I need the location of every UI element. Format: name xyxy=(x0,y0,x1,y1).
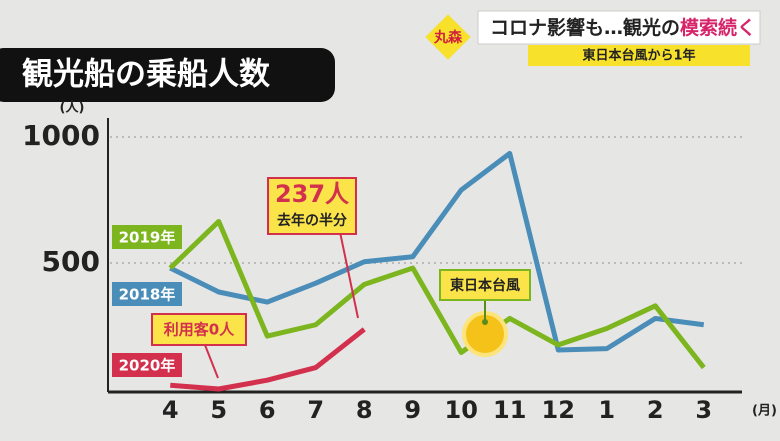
x-tick-label: 8 xyxy=(356,396,373,424)
line-series xyxy=(169,150,705,353)
annotation: 東日本台風 xyxy=(450,277,520,294)
pointer xyxy=(339,231,359,319)
x-tick-label: 10 xyxy=(445,396,478,424)
x-tick-label: 1 xyxy=(598,396,615,424)
title-box xyxy=(0,48,335,102)
chart-title: 観光船の乗船人数 xyxy=(22,57,270,93)
pointer xyxy=(204,344,219,379)
headline: コロナ影響も…観光の模索続く xyxy=(490,16,756,39)
legend-swatch xyxy=(112,225,182,249)
legend-swatch xyxy=(112,353,182,377)
annotation-box xyxy=(439,269,531,301)
x-tick-label: 11 xyxy=(493,396,526,424)
badge: 丸森 xyxy=(433,29,463,46)
subline: 東日本台風から1年 xyxy=(582,48,695,64)
x-tick-label: 3 xyxy=(695,396,712,424)
annotation: 去年の半分 xyxy=(277,212,347,229)
x-tick-label: 2 xyxy=(647,396,664,424)
headline-emphasis: 模索続く xyxy=(680,16,756,39)
y-tick-label: 1000 xyxy=(22,119,100,152)
x-tick-label: 12 xyxy=(542,396,575,424)
x-tick-label: 7 xyxy=(307,396,324,424)
line-series xyxy=(168,218,706,370)
legend-label: 2018年 xyxy=(119,286,176,304)
pointer-dot xyxy=(482,319,488,325)
x-tick-label: 4 xyxy=(162,396,179,424)
subline-box xyxy=(528,45,750,66)
annotation-box xyxy=(151,313,247,346)
x-tick-label: 6 xyxy=(259,396,276,424)
x-tick-label: 5 xyxy=(210,396,227,424)
y-tick-label: 500 xyxy=(42,245,100,278)
x-tick-label: 9 xyxy=(404,396,421,424)
headline-text: コロナ影響も…観光の xyxy=(490,16,680,39)
x-axis-label: (月) xyxy=(752,404,777,419)
annotation: 237人 xyxy=(275,180,349,208)
annotation-box xyxy=(267,177,357,235)
legend-label: 2019年 xyxy=(119,229,176,247)
legend-swatch xyxy=(112,282,182,306)
y-axis-label: (人) xyxy=(60,100,85,116)
line-series xyxy=(170,327,366,392)
headline-box xyxy=(477,10,761,45)
annotation: 利用客0人 xyxy=(164,321,235,339)
legend-label: 2020年 xyxy=(119,357,176,375)
